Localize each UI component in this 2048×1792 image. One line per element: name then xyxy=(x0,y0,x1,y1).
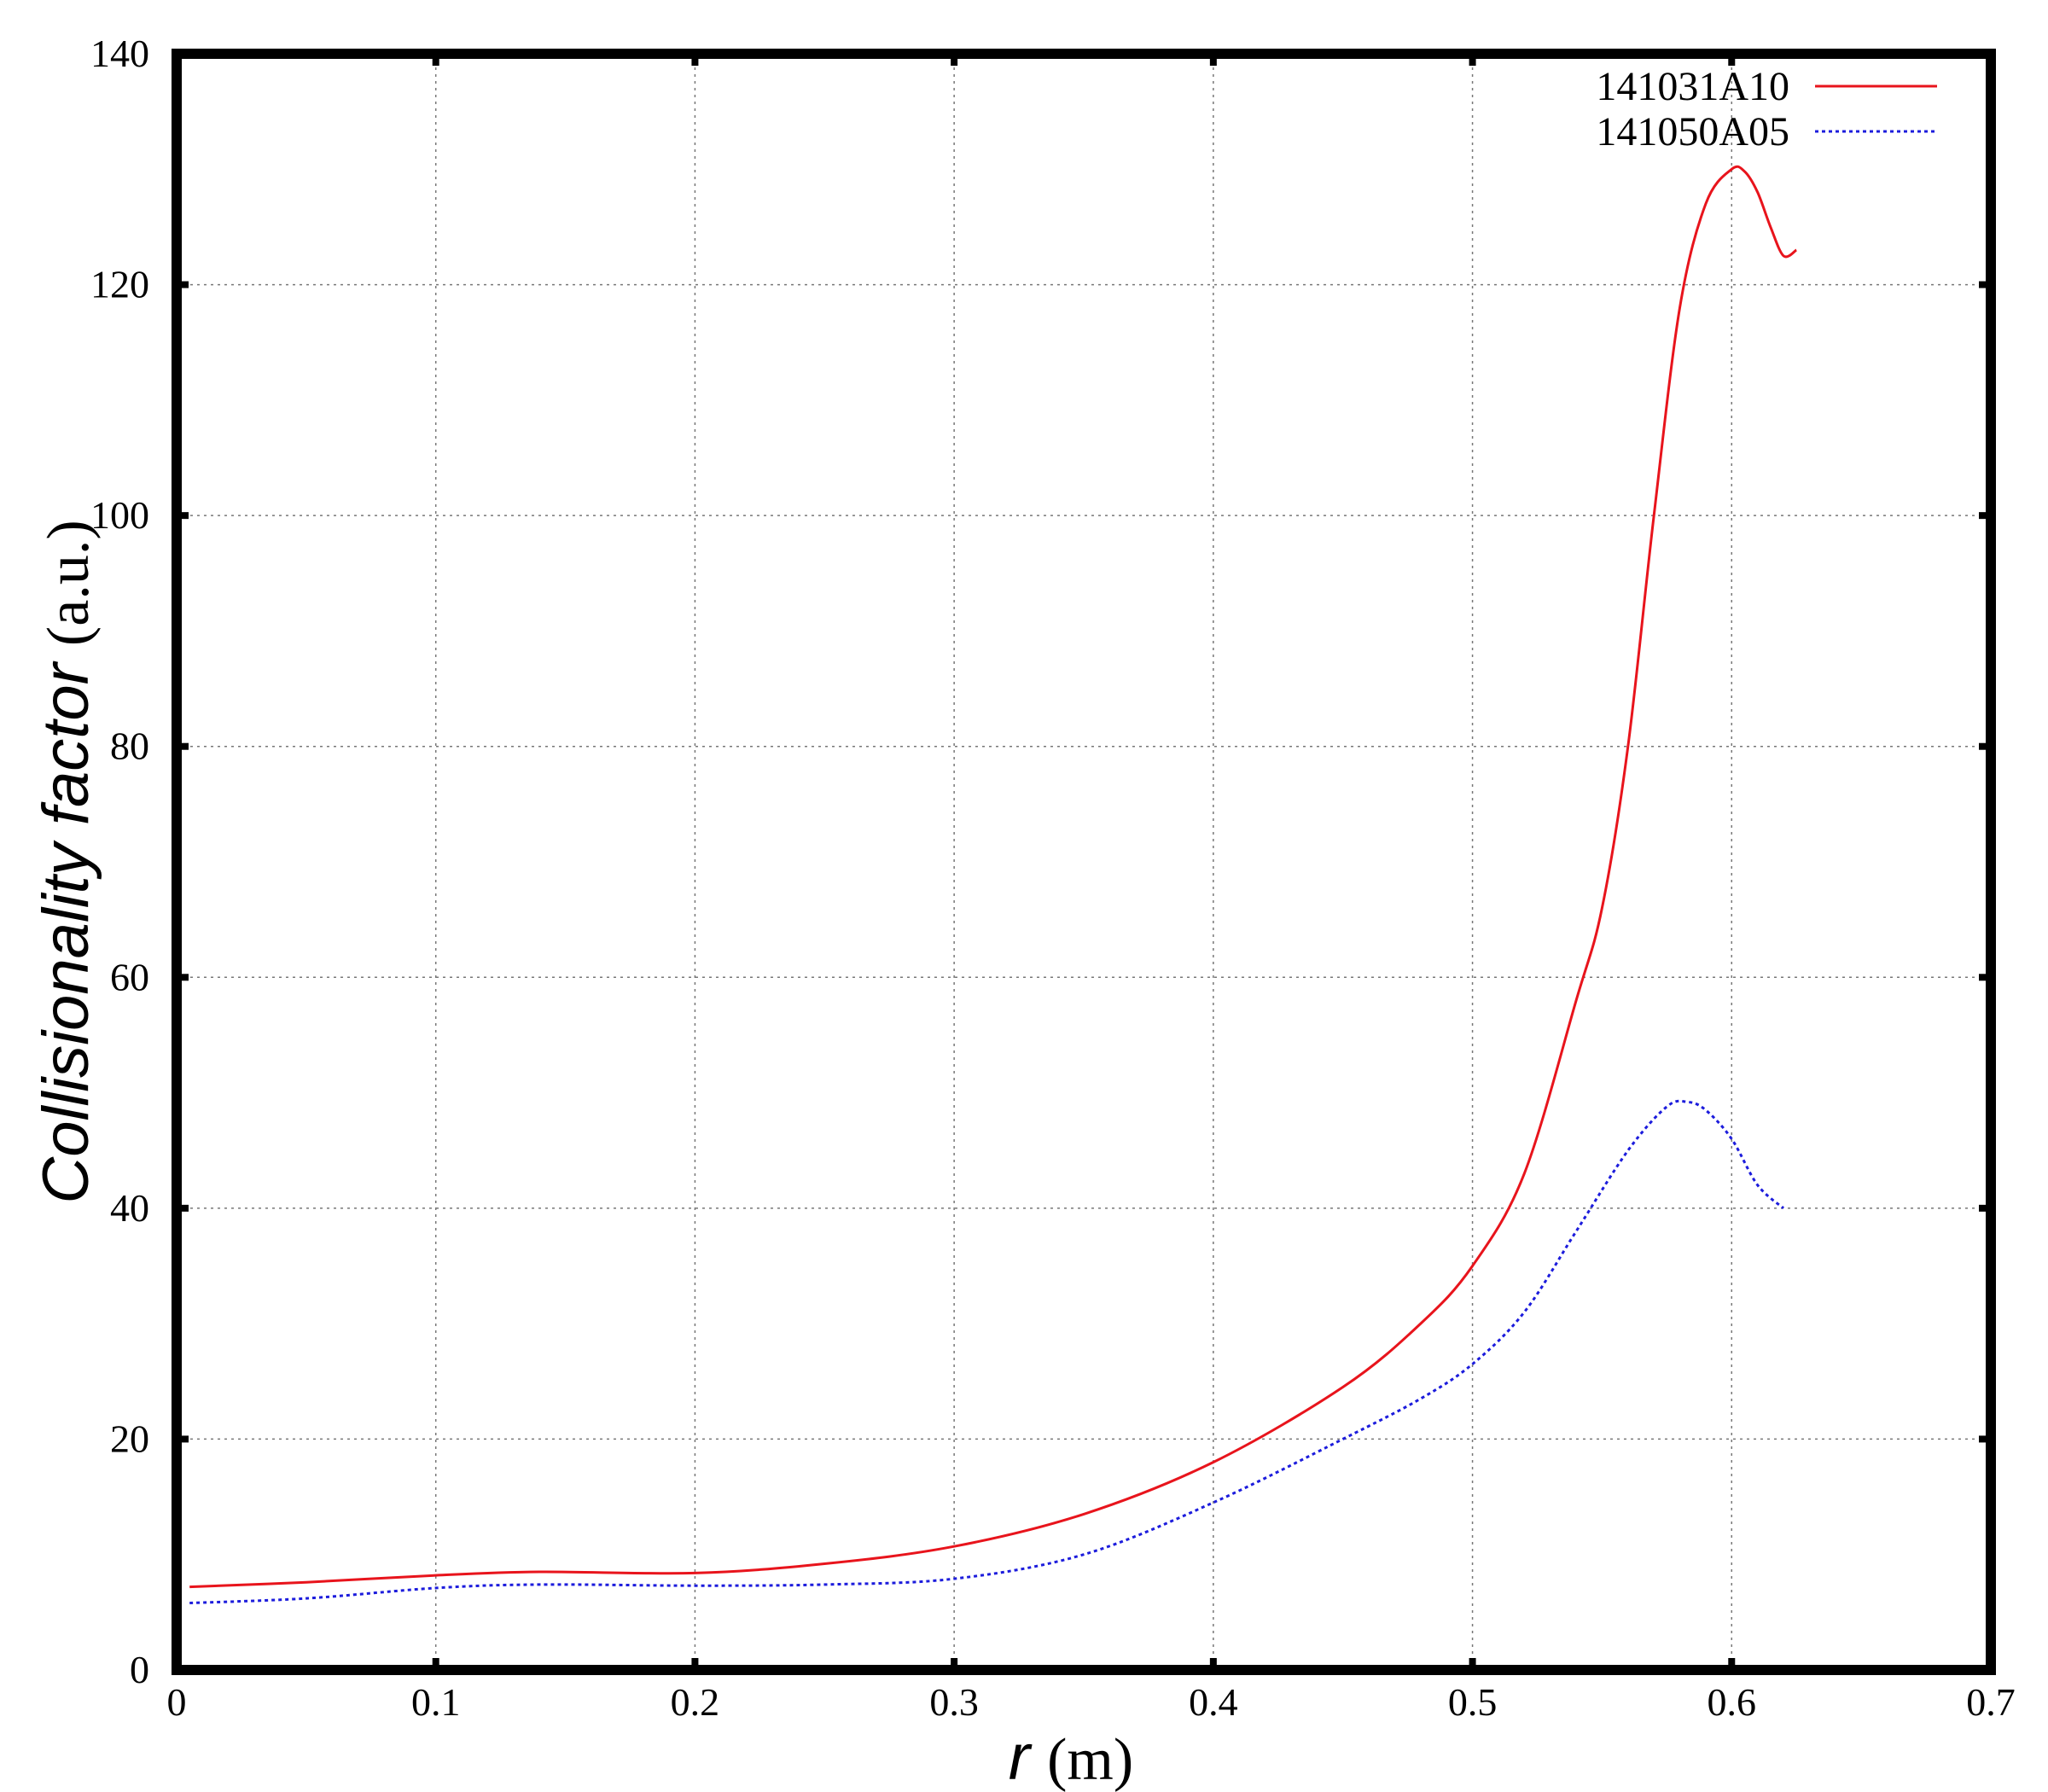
x-tick-label: 0 xyxy=(167,1680,187,1724)
y-tick-label: 120 xyxy=(90,263,149,306)
x-tick-label: 0.5 xyxy=(1448,1680,1498,1724)
x-tick-label: 0.7 xyxy=(1966,1680,2016,1724)
y-axis-symbol: Collisionality factor xyxy=(30,660,102,1203)
legend-label-0: 141031A10 xyxy=(1596,64,1789,109)
series-line-1 xyxy=(189,1099,1785,1604)
x-tick-label: 0.1 xyxy=(411,1680,461,1724)
x-tick-label: 0.2 xyxy=(671,1680,720,1724)
series-lines xyxy=(189,165,1798,1604)
x-tick-label: 0.4 xyxy=(1189,1680,1238,1724)
y-tick-labels: 0 20 40 60 80 100 120 140 xyxy=(90,32,149,1691)
x-axis-unit: (m) xyxy=(1047,1727,1133,1792)
grid-lines xyxy=(177,54,1991,1670)
y-axis-unit: (a.u.) xyxy=(36,520,102,646)
y-tick-label: 60 xyxy=(110,955,149,998)
x-tick-label: 0.3 xyxy=(929,1680,979,1724)
x-axis-title: r (m) xyxy=(1009,1721,1133,1792)
y-axis-title: Collisionality factor (a.u.) xyxy=(30,520,102,1203)
legend: 141031A10 141050A05 xyxy=(1596,64,1937,154)
y-tick-label: 0 xyxy=(130,1648,149,1691)
x-axis-symbol: r xyxy=(1009,1721,1033,1792)
legend-label-1: 141050A05 xyxy=(1596,109,1789,154)
x-tick-labels: 0 0.1 0.2 0.3 0.4 0.5 0.6 0.7 xyxy=(167,1680,2016,1724)
y-tick-label: 20 xyxy=(110,1417,149,1460)
y-tick-label: 40 xyxy=(110,1186,149,1230)
y-tick-label: 80 xyxy=(110,724,149,768)
x-tick-label: 0.6 xyxy=(1708,1680,1757,1724)
y-tick-label: 140 xyxy=(90,32,149,75)
plot-frame xyxy=(172,49,1996,1675)
series-line-0 xyxy=(189,165,1798,1589)
y-tick-label: 100 xyxy=(90,493,149,537)
